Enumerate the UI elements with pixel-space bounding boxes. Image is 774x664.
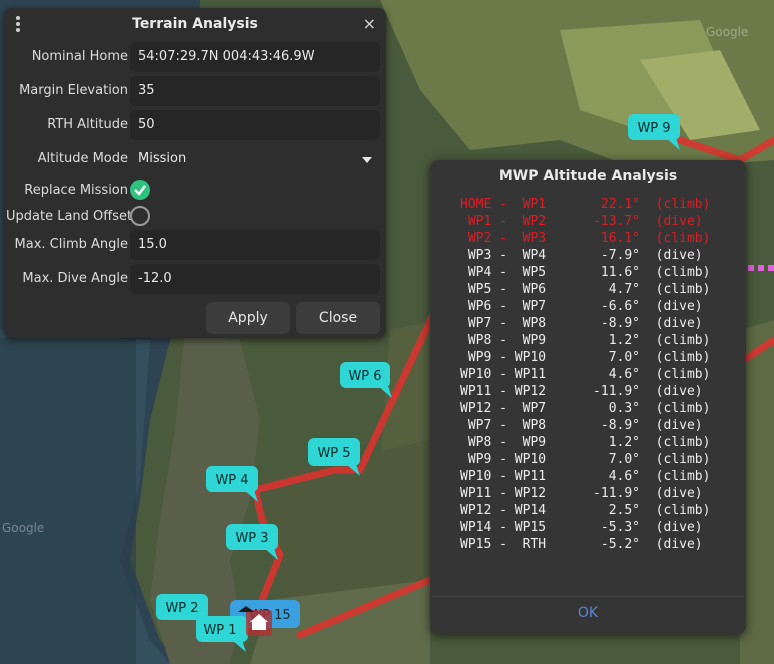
- margin-elevation-label: Margin Elevation: [19, 83, 128, 98]
- apply-button[interactable]: Apply: [206, 302, 290, 334]
- button-row: Apply Close: [4, 302, 386, 334]
- analysis-row: WP10 - WP11 4.6° (climb): [460, 469, 711, 484]
- max-dive-field[interactable]: -12.0: [130, 264, 380, 294]
- analysis-row: WP4 - WP5 11.6° (climb): [460, 265, 711, 280]
- rth-altitude-label: RTH Altitude: [47, 117, 128, 132]
- map-watermark-top: Google: [706, 25, 748, 39]
- waypoint-wp9[interactable]: WP 9: [628, 114, 680, 150]
- waypoint-wp1[interactable]: WP 1: [196, 616, 248, 652]
- waypoint-wp2[interactable]: WP 2: [156, 594, 208, 630]
- waypoint-label-wp9: WP 9: [637, 121, 670, 136]
- update-land-offset-checkbox[interactable]: [130, 206, 150, 226]
- analysis-row: WP11 - WP12 -11.9° (dive): [460, 384, 703, 399]
- waypoint-label-wp1: WP 1: [203, 623, 236, 638]
- analysis-row: WP9 - WP10 7.0° (climb): [460, 350, 711, 365]
- nominal-home-row: Nominal Home 54:07:29.7N 004:43:46.9W: [4, 42, 386, 72]
- max-climb-label: Max. Climb Angle: [14, 237, 128, 252]
- dialog-header: Terrain Analysis ×: [4, 8, 386, 40]
- replace-mission-checkbox[interactable]: [130, 180, 150, 200]
- max-dive-label: Max. Dive Angle: [22, 271, 128, 286]
- analysis-row: WP5 - WP6 4.7° (climb): [460, 282, 711, 297]
- terrain-analysis-dialog: Terrain Analysis × Nominal Home 54:07:29…: [4, 8, 386, 338]
- waypoint-wp5[interactable]: WP 5: [308, 438, 360, 476]
- update-land-offset-row: Update Land Offset: [4, 202, 386, 232]
- margin-elevation-row: Margin Elevation 35: [4, 76, 386, 106]
- check-icon: [134, 185, 146, 196]
- analysis-row: WP2 - WP3 16.1° (climb): [460, 231, 711, 246]
- replace-mission-label: Replace Mission: [24, 183, 128, 198]
- analysis-row: WP8 - WP9 1.2° (climb): [460, 435, 711, 450]
- margin-elevation-field[interactable]: 35: [130, 76, 380, 106]
- analysis-row: WP10 - WP11 4.6° (climb): [460, 367, 711, 382]
- analysis-row: WP11 - WP12 -11.9° (dive): [460, 486, 703, 501]
- analysis-row: WP7 - WP8 -8.9° (dive): [460, 418, 703, 433]
- waypoint-label-wp2: WP 2: [165, 601, 198, 616]
- altitude-mode-row: Altitude Mode Mission: [4, 144, 386, 174]
- analysis-list: HOME - WP1 22.1° (climb) WP1 - WP2 -13.7…: [460, 196, 742, 553]
- waypoint-label-wp6: WP 6: [348, 369, 381, 384]
- analysis-row: WP8 - WP9 1.2° (climb): [460, 333, 711, 348]
- nominal-home-field[interactable]: 54:07:29.7N 004:43:46.9W: [130, 42, 380, 72]
- analysis-row: WP6 - WP7 -6.6° (dive): [460, 299, 703, 314]
- max-dive-row: Max. Dive Angle -12.0: [4, 264, 386, 294]
- altitude-analysis-dialog: MWP Altitude Analysis HOME - WP1 22.1° (…: [430, 160, 746, 634]
- ok-button[interactable]: OK: [432, 596, 744, 631]
- analysis-row: WP9 - WP10 7.0° (climb): [460, 452, 711, 467]
- waypoint-wp6[interactable]: WP 6: [340, 362, 392, 398]
- replace-mission-row: Replace Mission: [4, 176, 386, 206]
- waypoint-wp3[interactable]: WP 3: [226, 524, 278, 560]
- dialog-title: MWP Altitude Analysis: [498, 168, 678, 184]
- nominal-home-label: Nominal Home: [31, 49, 128, 64]
- analysis-row: HOME - WP1 22.1° (climb): [460, 197, 711, 212]
- analysis-row: WP15 - RTH -5.2° (dive): [460, 537, 703, 552]
- waypoint-wp4[interactable]: WP 4: [206, 466, 258, 502]
- altitude-mode-value: Mission: [138, 151, 187, 166]
- update-land-offset-label: Update Land Offset: [6, 209, 133, 224]
- waypoint-label-wp3: WP 3: [235, 531, 268, 546]
- max-climb-row: Max. Climb Angle 15.0: [4, 230, 386, 260]
- analysis-row: WP1 - WP2 -13.7° (dive): [460, 214, 703, 229]
- chevron-down-icon: [362, 157, 372, 163]
- menu-icon[interactable]: [14, 16, 22, 32]
- map-watermark: Google: [2, 521, 44, 535]
- waypoint-label-wp4: WP 4: [215, 473, 248, 488]
- waypoint-label-wp5: WP 5: [317, 446, 350, 461]
- rth-altitude-field[interactable]: 50: [130, 110, 380, 140]
- analysis-row: WP12 - WP14 2.5° (climb): [460, 503, 711, 518]
- analysis-row: WP7 - WP8 -8.9° (dive): [460, 316, 703, 331]
- analysis-row: WP3 - WP4 -7.9° (dive): [460, 248, 703, 263]
- analysis-row: WP12 - WP7 0.3° (climb): [460, 401, 711, 416]
- altitude-mode-select[interactable]: Mission: [130, 144, 380, 174]
- analysis-row: WP14 - WP15 -5.3° (dive): [460, 520, 703, 535]
- altitude-mode-label: Altitude Mode: [37, 151, 128, 166]
- max-climb-field[interactable]: 15.0: [130, 230, 380, 260]
- home-icon[interactable]: [238, 606, 272, 636]
- dialog-title: Terrain Analysis: [132, 16, 258, 32]
- rth-altitude-row: RTH Altitude 50: [4, 110, 386, 140]
- close-button[interactable]: Close: [296, 302, 380, 334]
- close-icon[interactable]: ×: [362, 14, 376, 33]
